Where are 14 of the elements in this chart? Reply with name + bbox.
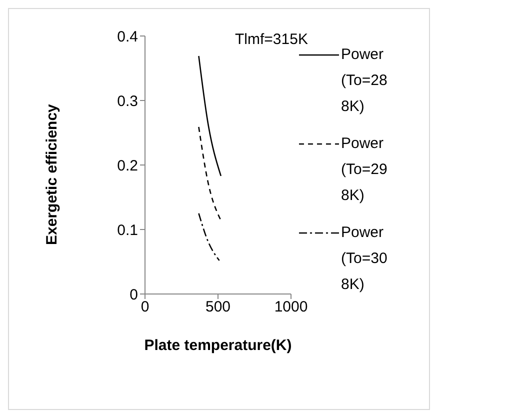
y-tick-label: 0.4	[117, 28, 138, 46]
x-axis-title: Plate temperature(K)	[144, 337, 292, 354]
legend-label: Power (To=308K)	[341, 223, 388, 295]
x-tick-label: 500	[205, 298, 231, 316]
legend-label: Power (To=298K)	[341, 134, 388, 206]
y-axis-title: Exergetic efficiency	[43, 103, 60, 245]
y-tick-label: 0.3	[117, 92, 138, 110]
annotation: Tlmf=315K	[235, 31, 308, 48]
x-tick-label: 0	[140, 298, 150, 316]
y-tick-label: 0	[130, 286, 138, 304]
y-tick-label: 0.1	[117, 222, 138, 239]
y-tick-label: 0.2	[117, 157, 138, 174]
x-tick-label: 1000	[274, 298, 308, 316]
legend-label: Power (To=288K)	[341, 45, 388, 117]
